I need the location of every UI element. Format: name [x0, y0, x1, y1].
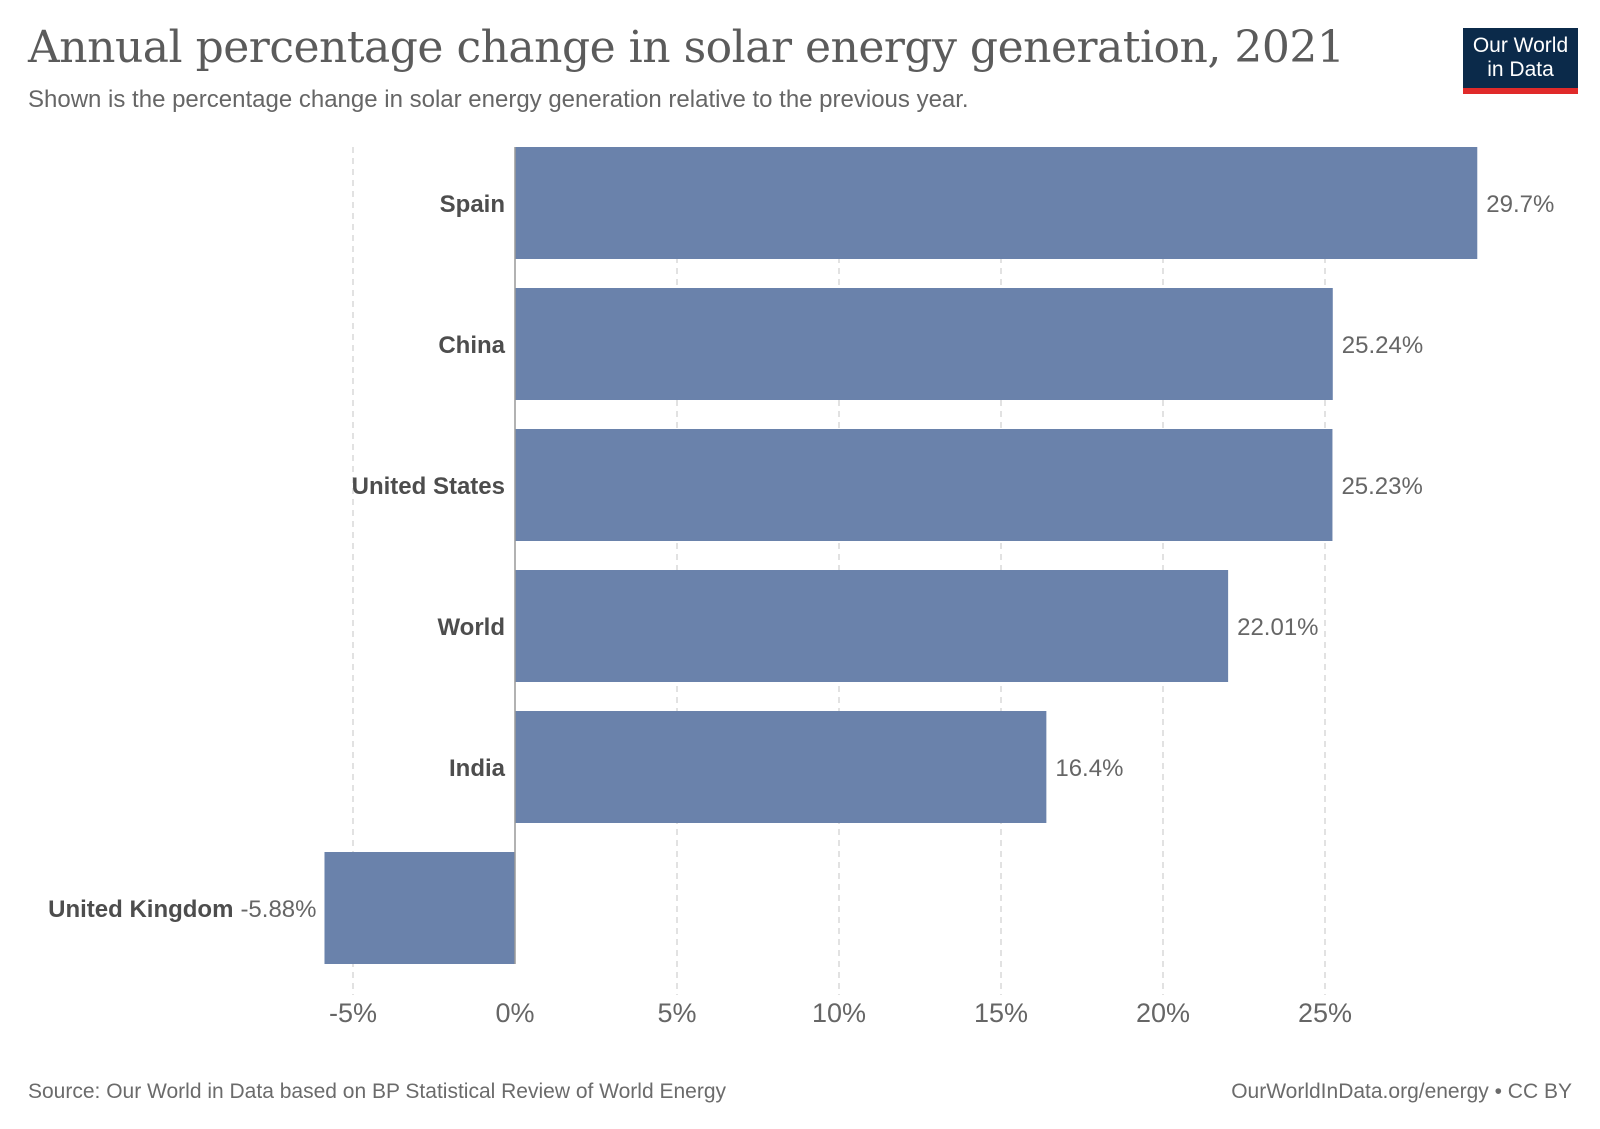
- x-tick-label: 10%: [812, 998, 866, 1028]
- category-label: India: [449, 755, 506, 782]
- bar[interactable]: [515, 147, 1478, 259]
- value-label: 25.23%: [1341, 473, 1422, 500]
- tick-layer: -5% 0% 5% 10% 15% 20% 25%: [329, 998, 1352, 1028]
- x-tick-label: 5%: [657, 998, 696, 1028]
- bar-layer: [324, 147, 1478, 964]
- x-tick-label: 25%: [1298, 998, 1352, 1028]
- chart-subtitle: Shown is the percentage change in solar …: [28, 86, 969, 113]
- logo-line-2: in Data: [1487, 58, 1554, 81]
- bar[interactable]: [515, 570, 1229, 682]
- value-label: 16.4%: [1055, 755, 1123, 782]
- value-label: 29.7%: [1486, 191, 1554, 218]
- logo-line-1: Our World: [1472, 34, 1569, 57]
- bar[interactable]: [515, 429, 1333, 541]
- category-label: United States: [352, 473, 505, 500]
- label-layer: Spain 29.7% China 25.24% United States 25.23%…: [48, 191, 1554, 923]
- value-label: -5.88%: [240, 896, 316, 923]
- x-tick-label: -5%: [329, 998, 377, 1028]
- x-tick-label: 15%: [974, 998, 1028, 1028]
- category-label: World: [437, 614, 505, 641]
- logo-accent-bar: [1463, 88, 1578, 94]
- credit-link[interactable]: OurWorldInData.org/energy • CC BY: [1231, 1080, 1572, 1103]
- category-label: Spain: [440, 191, 505, 218]
- bar[interactable]: [515, 288, 1333, 400]
- chart-title: Annual percentage change in solar energy…: [28, 22, 1345, 73]
- category-label: United Kingdom: [48, 896, 233, 923]
- bar[interactable]: [324, 852, 515, 964]
- value-label: 25.24%: [1342, 332, 1423, 359]
- x-tick-label: 20%: [1136, 998, 1190, 1028]
- value-label: 22.01%: [1237, 614, 1318, 641]
- category-label: China: [438, 332, 505, 359]
- owid-logo[interactable]: Our World in Data: [1463, 28, 1578, 94]
- bar[interactable]: [515, 711, 1047, 823]
- x-tick-label: 0%: [495, 998, 534, 1028]
- source-note: Source: Our World in Data based on BP St…: [28, 1080, 726, 1103]
